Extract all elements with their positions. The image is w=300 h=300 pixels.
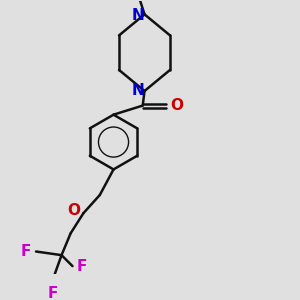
Text: F: F [77,259,87,274]
Text: N: N [132,82,145,98]
Text: O: O [170,98,183,113]
Text: O: O [67,203,80,218]
Text: F: F [21,244,32,259]
Text: F: F [47,286,58,300]
Text: N: N [132,8,145,23]
